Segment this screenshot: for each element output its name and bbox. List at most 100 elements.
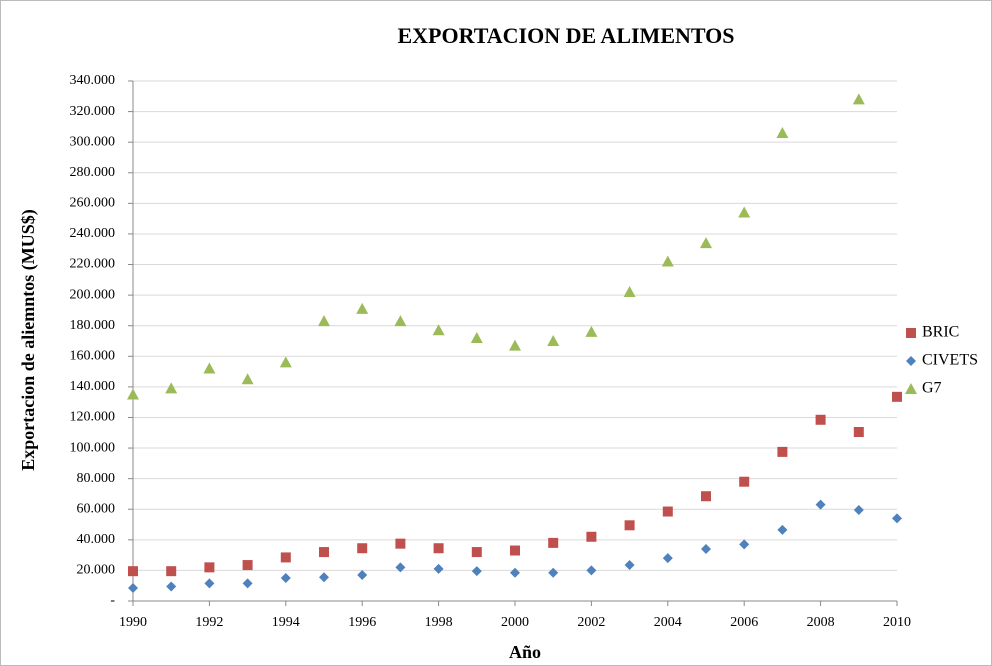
x-tick-label: 2010 — [883, 615, 911, 630]
y-axis-title: Exportacion de aliemntos (MUS$) — [18, 209, 39, 470]
point — [777, 524, 788, 535]
y-tick-label: 140.000 — [70, 379, 116, 394]
x-tick-label: 2004 — [654, 615, 682, 630]
point — [204, 562, 215, 573]
point — [624, 520, 635, 531]
y-tick-label: 20.000 — [77, 563, 116, 578]
point — [662, 553, 673, 564]
legend-label: G7 — [922, 380, 942, 397]
legend-marker — [905, 383, 917, 394]
x-tick-label: 1990 — [119, 615, 147, 630]
point — [892, 513, 902, 524]
point — [548, 567, 559, 578]
point — [166, 566, 177, 577]
point — [548, 537, 559, 548]
point — [356, 302, 369, 314]
point — [242, 560, 253, 571]
point — [394, 315, 407, 327]
point — [509, 339, 521, 351]
y-tick-label: 100.000 — [70, 440, 116, 455]
point — [701, 491, 711, 502]
point — [624, 560, 635, 571]
point — [128, 583, 138, 593]
y-tick-label: 40.000 — [77, 532, 116, 547]
point — [776, 127, 789, 138]
point — [166, 581, 177, 592]
x-tick-label: 1998 — [425, 615, 453, 630]
point — [661, 255, 674, 267]
x-tick-label: 2002 — [577, 615, 605, 630]
point — [203, 362, 216, 374]
point — [623, 286, 636, 298]
y-tick-label: 60.000 — [77, 501, 116, 516]
point — [586, 565, 597, 576]
y-tick-label: 240.000 — [70, 226, 116, 241]
x-tick-label: 1994 — [272, 615, 300, 630]
y-tick-label: 340.000 — [70, 73, 116, 88]
point — [319, 572, 329, 583]
point — [319, 547, 329, 558]
y-tick-label: 300.000 — [70, 134, 116, 149]
point — [892, 391, 902, 402]
y-tick-label: 80.000 — [77, 471, 116, 486]
point — [279, 356, 292, 368]
point — [738, 206, 751, 218]
x-tick-label: 1996 — [348, 615, 376, 630]
point — [853, 505, 864, 515]
x-tick-label: 2006 — [730, 615, 758, 630]
point — [777, 446, 788, 457]
y-tick-label: 200.000 — [70, 287, 116, 302]
x-tick-label: 2000 — [501, 615, 529, 630]
point — [739, 476, 750, 487]
y-tick-label: 320.000 — [70, 104, 116, 119]
point — [165, 382, 178, 394]
point — [128, 566, 138, 577]
point — [701, 544, 711, 554]
y-tick-label: 180.000 — [70, 318, 116, 333]
point — [280, 552, 291, 563]
point — [700, 237, 712, 249]
legend-label: BRIC — [922, 324, 959, 341]
chart-title: EXPORTACION DE ALIMENTOS — [397, 23, 734, 48]
point — [357, 570, 368, 580]
point — [510, 567, 520, 578]
point — [241, 373, 254, 385]
point — [471, 547, 482, 558]
point — [242, 578, 253, 589]
point — [815, 499, 826, 510]
y-tick-label: 280.000 — [70, 165, 116, 180]
x-tick-label: 1992 — [195, 615, 223, 630]
point — [471, 566, 482, 577]
point — [585, 325, 598, 337]
point — [739, 539, 750, 550]
y-tick-label: 220.000 — [70, 257, 116, 272]
y-tick-label: 120.000 — [70, 410, 116, 425]
point — [510, 545, 520, 556]
point — [432, 324, 445, 336]
point — [470, 331, 483, 343]
y-tick-label: 160.000 — [70, 349, 116, 364]
point — [395, 562, 406, 573]
point — [815, 414, 826, 425]
point — [280, 573, 291, 584]
point — [433, 563, 444, 574]
point — [318, 315, 330, 327]
y-tick-label: - — [110, 593, 115, 608]
point — [433, 543, 444, 554]
point — [395, 538, 406, 549]
x-axis-title: Año — [509, 642, 541, 662]
point — [853, 427, 864, 437]
point — [586, 531, 597, 542]
point — [127, 388, 139, 400]
legend-marker — [906, 356, 916, 366]
legend-marker — [906, 328, 916, 338]
point — [852, 93, 865, 105]
point — [357, 543, 368, 554]
x-tick-label: 2008 — [807, 615, 835, 630]
y-tick-label: 260.000 — [70, 196, 116, 211]
point — [547, 335, 560, 346]
point — [204, 578, 215, 589]
legend-label: CIVETS — [922, 352, 978, 369]
